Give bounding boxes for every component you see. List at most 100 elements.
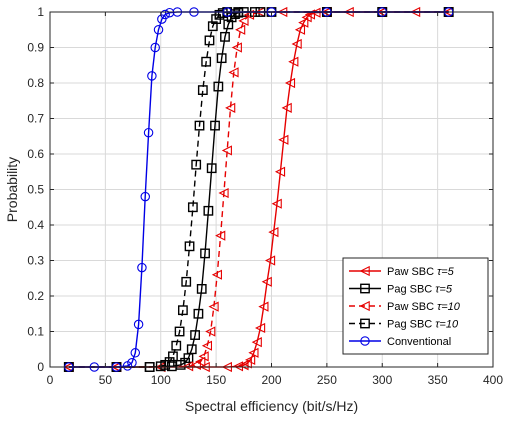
- data-point: [231, 42, 242, 53]
- y-tick-label: 0.5: [27, 183, 44, 197]
- legend-entry: Pag SBC τ=5: [349, 284, 453, 296]
- data-point: [211, 269, 222, 280]
- x-tick-label: 100: [151, 373, 171, 387]
- data-point: [195, 356, 206, 367]
- data-point: [298, 17, 309, 28]
- data-point: [310, 7, 321, 18]
- data-point: [164, 7, 175, 18]
- data-point: [190, 330, 200, 340]
- data-point: [205, 326, 216, 337]
- data-point: [220, 31, 230, 42]
- legend-marker: [359, 265, 370, 277]
- legend-tau: τ=5: [432, 284, 453, 296]
- x-tick-label: 350: [428, 373, 448, 387]
- legend-entry: Paw SBC τ=5: [349, 265, 455, 278]
- data-point: [221, 145, 232, 156]
- data-point: [251, 337, 262, 348]
- data-point: [241, 358, 252, 369]
- data-point: [201, 56, 212, 67]
- legend-tau: τ=10: [432, 319, 459, 331]
- data-point: [223, 19, 234, 30]
- data-point: [133, 319, 144, 330]
- data-point: [174, 326, 185, 337]
- data-point: [225, 102, 236, 113]
- data-point: [198, 351, 209, 362]
- data-point: [210, 120, 220, 131]
- data-point: [200, 248, 210, 259]
- data-point: [186, 344, 197, 355]
- x-tick-label: 400: [483, 373, 503, 387]
- legend-entry: Pag SBC τ=10: [349, 319, 459, 331]
- data-point: [191, 159, 202, 170]
- legend-label: Paw SBC τ=10: [387, 301, 461, 313]
- legend-label: Pag SBC τ=5: [387, 284, 453, 296]
- data-point: [278, 134, 289, 145]
- data-point: [294, 24, 306, 35]
- legend-marker: [359, 300, 370, 312]
- legend-tau: τ=10: [434, 301, 461, 313]
- y-tick-label: 0.1: [27, 325, 44, 339]
- data-point: [245, 354, 256, 365]
- data-point: [288, 56, 299, 67]
- data-point: [181, 276, 192, 287]
- data-point: [243, 9, 255, 20]
- x-tick-label: 300: [372, 373, 392, 387]
- y-tick-label: 0: [37, 360, 44, 374]
- data-point: [193, 308, 204, 319]
- data-point: [206, 163, 217, 174]
- data-point: [261, 276, 272, 287]
- legend: Paw SBC τ=5 Pag SBC τ=5 Paw SBC τ=10 Pag SB…: [342, 257, 489, 355]
- x-axis-title: Spectral efficiency (bit/s/Hz): [185, 398, 358, 414]
- data-point: [274, 166, 286, 177]
- data-point: [268, 227, 279, 238]
- legend-entry: Conventional: [349, 336, 451, 348]
- tick-layer: 0 50 100 150 200 250 300 350 400 0 0.1 0.2 0.3 0.4 0.5…: [27, 5, 503, 387]
- legend-tau: τ=5: [434, 266, 455, 278]
- y-tick-label: 0.3: [27, 254, 44, 268]
- y-tick-label: 0.7: [27, 112, 44, 126]
- data-point: [196, 284, 207, 294]
- y-tick-label: 0.6: [27, 147, 44, 161]
- data-point: [143, 127, 154, 138]
- legend-label: Paw SBC τ=5: [387, 266, 455, 278]
- data-point: [197, 85, 208, 96]
- data-point: [281, 102, 292, 113]
- y-tick-label: 0.4: [27, 218, 44, 232]
- data-point: [171, 340, 182, 351]
- data-point: [183, 361, 194, 372]
- legend-label: Pag SBC τ=10: [387, 319, 459, 331]
- data-point: [264, 255, 276, 266]
- data-point: [207, 21, 218, 32]
- x-tick-label: 150: [206, 373, 226, 387]
- data-point: [291, 38, 302, 50]
- data-point: [216, 53, 227, 64]
- data-point: [204, 35, 215, 46]
- data-point: [201, 340, 213, 351]
- y-tick-label: 0.9: [27, 41, 44, 55]
- data-point: [203, 205, 214, 216]
- data-point: [254, 322, 266, 334]
- data-point: [228, 67, 239, 78]
- legend-entry: Paw SBC τ=10: [349, 300, 461, 313]
- data-point: [168, 351, 178, 362]
- y-axis-title: Probability: [4, 157, 20, 222]
- y-tick-label: 0.2: [27, 289, 44, 303]
- legend-label: Conventional: [387, 336, 451, 348]
- legend-marker: [360, 336, 370, 346]
- series-line: [68, 11, 449, 368]
- data-point: [284, 77, 296, 89]
- data-point: [137, 262, 147, 273]
- y-tick-label: 1: [37, 5, 44, 19]
- data-point: [177, 305, 188, 316]
- data-point: [215, 230, 226, 241]
- legend-marker: [360, 318, 370, 329]
- data-point: [258, 301, 269, 312]
- data-point: [153, 24, 164, 35]
- data-point: [235, 24, 246, 35]
- x-tick-label: 0: [47, 373, 54, 387]
- data-point: [271, 198, 282, 209]
- legend-marker: [360, 283, 370, 294]
- data-point: [194, 120, 205, 131]
